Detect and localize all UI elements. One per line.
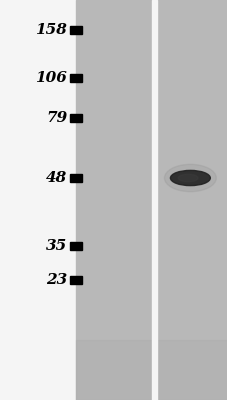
Text: 48: 48 xyxy=(46,171,67,185)
Bar xyxy=(69,174,82,182)
Text: 23: 23 xyxy=(46,273,67,287)
Ellipse shape xyxy=(164,164,215,192)
Text: 79: 79 xyxy=(46,111,67,125)
Bar xyxy=(76,340,227,400)
Bar xyxy=(69,276,82,284)
Bar xyxy=(69,74,82,82)
Bar xyxy=(69,242,82,250)
Bar xyxy=(151,0,157,400)
Text: 158: 158 xyxy=(35,23,67,37)
Bar xyxy=(69,114,82,122)
Bar xyxy=(69,26,82,34)
Bar xyxy=(157,0,227,400)
Text: 106: 106 xyxy=(35,71,67,85)
Text: 35: 35 xyxy=(46,239,67,253)
Ellipse shape xyxy=(170,170,209,186)
Ellipse shape xyxy=(177,174,197,182)
Bar xyxy=(76,0,151,400)
